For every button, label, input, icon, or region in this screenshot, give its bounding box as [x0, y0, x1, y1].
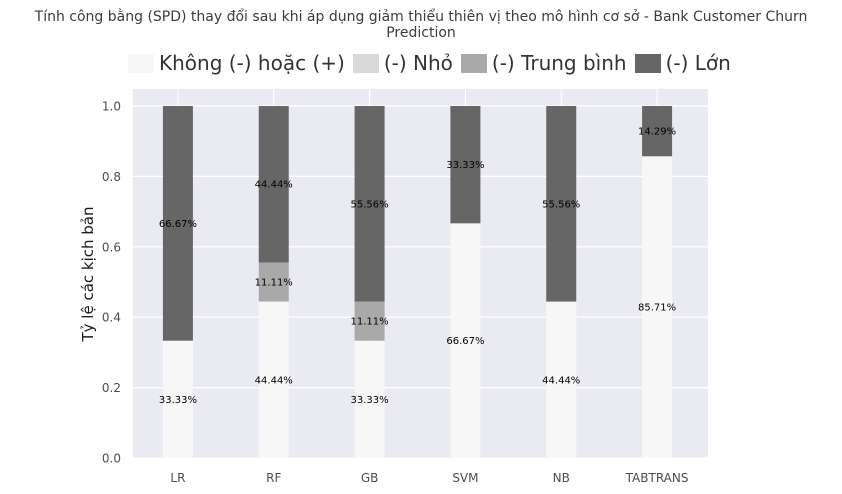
bar-segment	[450, 223, 481, 458]
bar-labels: 33.33% 66.67% 44.44% 11.11% 44.44% 33.33% 11.1…	[159, 127, 676, 406]
x-tick-label: GB	[361, 471, 379, 485]
bar-value-label: 85.71%	[638, 303, 676, 314]
bar-segment	[162, 340, 193, 458]
bar-value-label: 33.33%	[446, 160, 484, 171]
legend-item-large: (-) Lớn	[634, 51, 731, 75]
x-tick-label: TABTRANS	[625, 471, 689, 485]
legend-swatch-none	[128, 53, 154, 73]
legend-swatch-medium	[460, 53, 487, 73]
legend-label-large: (-) Lớn	[665, 51, 731, 75]
bar-value-label: 33.33%	[351, 395, 389, 406]
legend-item-medium: (-) Trung bình	[460, 51, 627, 75]
y-tick-label: 0.0	[102, 452, 121, 466]
bar-segment	[354, 301, 385, 341]
legend-label-small: (-) Nhỏ	[383, 51, 453, 75]
bar-segment	[642, 106, 673, 157]
bar-segment	[450, 106, 481, 224]
x-tick-label: NB	[553, 471, 570, 485]
bar-segment	[354, 340, 385, 458]
bar-segment	[258, 262, 289, 302]
bar-value-label: 44.44%	[542, 375, 580, 386]
bar-value-label: 11.11%	[351, 317, 389, 328]
bar-segment	[162, 106, 193, 341]
bar-segment	[258, 301, 289, 458]
x-tick-label: SVM	[452, 471, 478, 485]
bar-value-label: 33.33%	[159, 395, 197, 406]
bars	[162, 106, 673, 459]
bar-value-label: 44.44%	[255, 180, 293, 191]
chart-title: Tính công bằng (SPD) thay đổi sau khi áp…	[34, 9, 808, 41]
bar-value-label: 66.67%	[446, 336, 484, 347]
bar-segment	[546, 106, 577, 302]
bar-segment	[642, 156, 673, 459]
legend-swatch-small	[352, 53, 379, 73]
plot-area	[133, 89, 708, 458]
x-tick-label: RF	[266, 471, 281, 485]
bar-value-label: 14.29%	[638, 127, 676, 138]
y-axis-ticks: 0.0 0.2 0.4 0.6 0.8 1.0	[102, 100, 121, 466]
legend-label-none: Không (-) hoặc (+)	[159, 51, 345, 75]
y-tick-label: 0.6	[102, 240, 121, 254]
bar-value-label: 44.44%	[255, 375, 293, 386]
y-tick-label: 0.2	[102, 381, 121, 395]
bar-value-label: 55.56%	[351, 199, 389, 210]
x-tick-label: LR	[170, 471, 185, 485]
legend-item-none: Không (-) hoặc (+)	[128, 51, 345, 75]
bar-value-label: 11.11%	[255, 278, 293, 289]
legend-item-small: (-) Nhỏ	[352, 51, 453, 75]
y-axis-label: Tỷ lệ các kịch bản	[79, 206, 97, 342]
bar-segment	[546, 301, 577, 458]
legend-label-medium: (-) Trung bình	[491, 51, 627, 75]
x-axis-ticks: LR RF GB SVM NB TABTRANS	[170, 471, 688, 485]
bar-segment	[354, 106, 385, 302]
y-tick-label: 0.4	[102, 311, 121, 325]
legend-swatch-large	[634, 53, 661, 73]
legend: Không (-) hoặc (+) (-) Nhỏ (-) Trung bìn…	[128, 48, 739, 78]
bar-value-label: 55.56%	[542, 199, 580, 210]
bar-segment	[258, 106, 289, 263]
bar-value-label: 66.67%	[159, 219, 197, 230]
y-tick-label: 1.0	[102, 100, 121, 114]
y-tick-label: 0.8	[102, 170, 121, 184]
